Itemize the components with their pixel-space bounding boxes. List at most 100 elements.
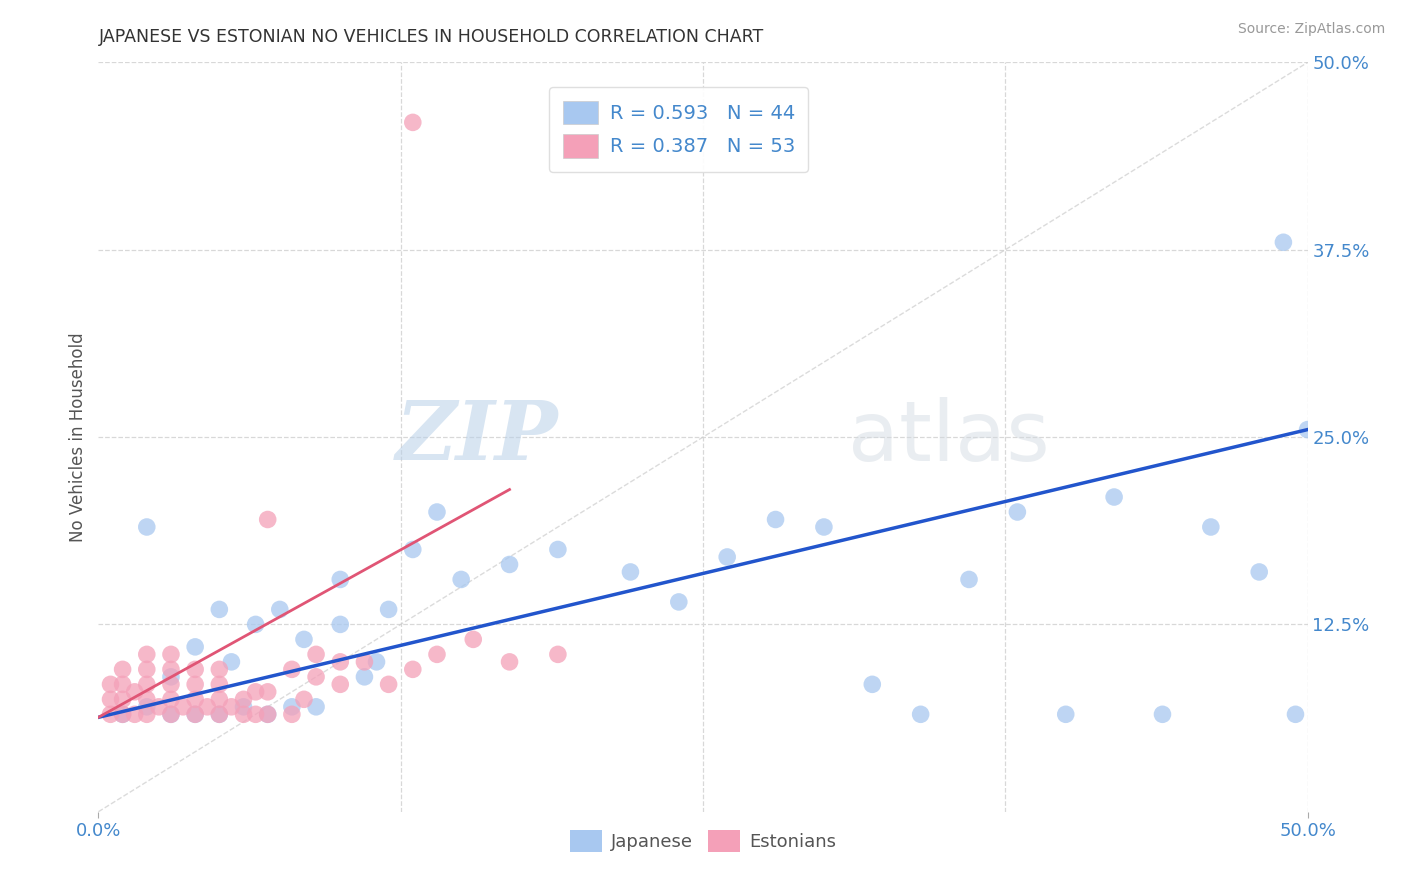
Point xyxy=(111,707,134,722)
Point xyxy=(281,707,304,722)
Point xyxy=(402,662,425,676)
Point xyxy=(377,602,399,616)
Point xyxy=(245,685,267,699)
Point xyxy=(135,699,157,714)
Point xyxy=(135,677,157,691)
Point xyxy=(184,707,207,722)
Point xyxy=(1249,565,1271,579)
Point xyxy=(160,707,183,722)
Point xyxy=(256,707,278,722)
Point xyxy=(426,505,449,519)
Point xyxy=(256,707,278,722)
Point xyxy=(160,648,183,662)
Point xyxy=(402,115,425,129)
Point xyxy=(184,692,207,706)
Point xyxy=(135,662,157,676)
Point xyxy=(148,699,170,714)
Point xyxy=(124,685,146,699)
Point xyxy=(1007,505,1029,519)
Point xyxy=(353,655,375,669)
Point xyxy=(100,692,122,706)
Point xyxy=(498,655,520,669)
Point xyxy=(1284,707,1306,722)
Point xyxy=(305,699,328,714)
Point xyxy=(305,648,328,662)
Text: atlas: atlas xyxy=(848,397,1050,477)
Point xyxy=(208,707,231,722)
Point xyxy=(860,677,883,691)
Point xyxy=(292,692,315,706)
Point xyxy=(329,573,352,587)
Point xyxy=(716,549,738,564)
Point xyxy=(281,662,304,676)
Point xyxy=(208,707,231,722)
Point xyxy=(619,565,641,579)
Point xyxy=(221,699,243,714)
Point xyxy=(668,595,690,609)
Point xyxy=(135,707,157,722)
Point xyxy=(208,677,231,691)
Point xyxy=(208,662,231,676)
Point xyxy=(195,699,218,714)
Point xyxy=(160,677,183,691)
Point xyxy=(813,520,835,534)
Point xyxy=(1272,235,1295,250)
Point xyxy=(160,670,183,684)
Point xyxy=(1152,707,1174,722)
Point xyxy=(111,662,134,676)
Point xyxy=(160,662,183,676)
Point xyxy=(402,542,425,557)
Point xyxy=(1296,423,1319,437)
Point xyxy=(292,632,315,647)
Point xyxy=(1199,520,1222,534)
Point xyxy=(245,707,267,722)
Point xyxy=(329,677,352,691)
Point xyxy=(329,617,352,632)
Point xyxy=(256,685,278,699)
Point xyxy=(111,707,134,722)
Point xyxy=(353,670,375,684)
Point xyxy=(184,707,207,722)
Point xyxy=(269,602,291,616)
Text: ZIP: ZIP xyxy=(395,397,558,477)
Point xyxy=(910,707,932,722)
Point xyxy=(1102,490,1125,504)
Point xyxy=(232,699,254,714)
Point xyxy=(957,573,980,587)
Point xyxy=(450,573,472,587)
Point xyxy=(172,699,194,714)
Point xyxy=(184,662,207,676)
Y-axis label: No Vehicles in Household: No Vehicles in Household xyxy=(69,332,87,542)
Point xyxy=(232,707,254,722)
Point xyxy=(135,520,157,534)
Point xyxy=(377,677,399,691)
Point xyxy=(135,692,157,706)
Point xyxy=(111,692,134,706)
Point xyxy=(281,699,304,714)
Point xyxy=(463,632,485,647)
Point xyxy=(100,677,122,691)
Text: JAPANESE VS ESTONIAN NO VEHICLES IN HOUSEHOLD CORRELATION CHART: JAPANESE VS ESTONIAN NO VEHICLES IN HOUS… xyxy=(98,28,763,45)
Point xyxy=(221,655,243,669)
Point xyxy=(160,692,183,706)
Point xyxy=(208,692,231,706)
Point xyxy=(100,707,122,722)
Point xyxy=(547,542,569,557)
Text: Source: ZipAtlas.com: Source: ZipAtlas.com xyxy=(1237,22,1385,37)
Point xyxy=(232,692,254,706)
Legend: Japanese, Estonians: Japanese, Estonians xyxy=(562,822,844,859)
Point xyxy=(329,655,352,669)
Point xyxy=(124,707,146,722)
Point xyxy=(184,640,207,654)
Point xyxy=(111,677,134,691)
Point xyxy=(245,617,267,632)
Point xyxy=(184,677,207,691)
Point xyxy=(160,707,183,722)
Point xyxy=(208,602,231,616)
Point xyxy=(426,648,449,662)
Point xyxy=(305,670,328,684)
Point xyxy=(498,558,520,572)
Point xyxy=(1054,707,1077,722)
Point xyxy=(135,648,157,662)
Point xyxy=(765,512,787,526)
